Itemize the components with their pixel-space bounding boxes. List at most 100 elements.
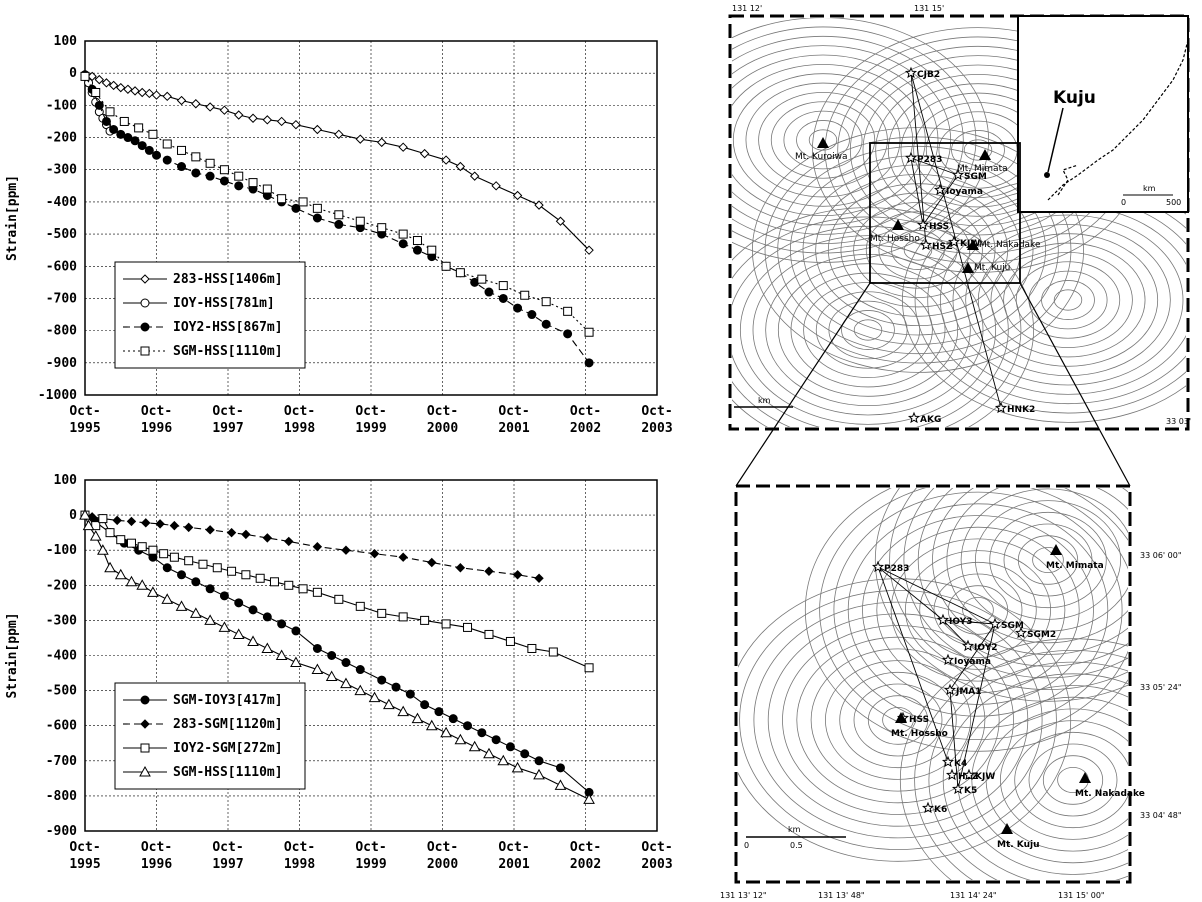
- y-tick-label: -1000: [38, 388, 77, 403]
- station-marker: [951, 168, 965, 181]
- contour-line: [732, 216, 1022, 427]
- x-tick-label-year: 2002: [570, 857, 601, 872]
- y-tick-label: -500: [46, 684, 77, 699]
- data-point: [97, 544, 109, 555]
- inset-pointer: [1047, 107, 1064, 173]
- data-point: [505, 742, 515, 752]
- baseline: [949, 689, 959, 790]
- station-marker: [907, 411, 921, 424]
- data-point: [241, 570, 251, 580]
- data-point: [548, 647, 558, 657]
- legend-marker: [140, 743, 150, 753]
- y-tick-label: -100: [46, 98, 77, 113]
- contour-line: [783, 110, 863, 170]
- japan-coastline: [1047, 39, 1189, 201]
- data-point: [425, 719, 438, 731]
- contour-line: [808, 129, 838, 151]
- x-tick-label-month: Oct-: [498, 840, 529, 855]
- x-tick-label-year: 1997: [212, 857, 243, 872]
- station-marker: [945, 768, 959, 781]
- kuju-map-figure: Kuju 0 500 km 131 12' 131 15' 33 03' km …: [720, 4, 1191, 900]
- y-tick-label: -200: [46, 131, 77, 146]
- data-point: [484, 629, 494, 639]
- data-point: [334, 594, 344, 604]
- x-tick-label-year: 2003: [641, 857, 672, 872]
- station-label: IOY2: [974, 643, 997, 653]
- contour-line: [777, 145, 1059, 355]
- contour-line: [764, 136, 1072, 364]
- station-label: JMA1: [955, 687, 982, 697]
- peak-label: Mt. Nakadake: [979, 240, 1041, 250]
- data-point: [555, 216, 566, 226]
- station-marker: [919, 238, 933, 251]
- contour-line: [840, 192, 996, 308]
- data-point: [534, 573, 544, 583]
- y-tick-label: 100: [54, 34, 78, 49]
- legend-label: SGM-IOY3[417m]: [173, 693, 283, 708]
- peak-marker: [1079, 772, 1091, 783]
- inset-kuju-label: Kuju: [1053, 88, 1096, 108]
- contour-line: [951, 130, 1005, 170]
- detail-coord-right-1: 33 06' 00": [1140, 551, 1182, 560]
- y-axis-title: Strain[ppm]: [5, 612, 20, 698]
- data-point: [511, 761, 524, 773]
- data-point: [398, 142, 408, 152]
- data-point: [101, 116, 111, 126]
- legend-marker: [140, 695, 150, 705]
- x-tick-label-month: Oct-: [498, 404, 529, 419]
- x-tick-label-year: 2002: [570, 421, 601, 436]
- contour-line: [752, 244, 984, 416]
- x-tick-label-year: 2000: [427, 857, 458, 872]
- data-point: [116, 129, 126, 139]
- peak-label: Mt. Nakadake: [1075, 789, 1145, 799]
- legend: 283-HSS[1406m] IOY-HSS[781m] IOY2-HSS[867m…: [114, 261, 306, 369]
- peak-label: Mt. Mimata: [1046, 561, 1104, 571]
- data-point: [232, 628, 245, 639]
- data-point: [427, 557, 437, 568]
- data-point: [79, 509, 91, 520]
- peak-marker: [1050, 544, 1062, 555]
- data-point: [463, 622, 473, 632]
- contour-line: [853, 683, 943, 757]
- station-label: CJB2: [917, 70, 940, 80]
- data-point: [398, 552, 408, 562]
- data-point: [340, 677, 352, 689]
- contour-line: [917, 488, 1128, 667]
- contour-line: [919, 561, 1037, 659]
- data-point: [377, 608, 387, 618]
- contour-line: [853, 319, 883, 341]
- contour-line: [828, 300, 908, 360]
- station-label: HSS: [929, 222, 949, 232]
- legend-marker: [140, 719, 150, 729]
- data-point: [205, 525, 215, 535]
- contour-line: [738, 578, 1072, 862]
- contour-line: [952, 214, 1184, 386]
- data-point: [269, 577, 279, 587]
- data-point: [463, 721, 473, 731]
- data-point: [397, 705, 410, 717]
- data-point: [534, 200, 544, 210]
- data-point: [151, 90, 162, 100]
- data-point: [298, 584, 308, 594]
- data-point: [91, 87, 101, 97]
- data-point: [101, 78, 112, 88]
- legend-label: IOY2-SGM[272m]: [173, 741, 283, 756]
- data-point: [355, 665, 365, 675]
- station-label: Ioyama: [946, 187, 983, 197]
- data-point: [82, 519, 95, 531]
- x-tick-label-year: 1995: [69, 857, 100, 872]
- data-point: [219, 176, 229, 186]
- data-point: [161, 593, 174, 604]
- data-point: [291, 119, 301, 130]
- y-tick-label: -700: [46, 291, 77, 306]
- data-point: [204, 614, 216, 625]
- contour-line: [758, 92, 888, 188]
- contour-line: [974, 500, 1121, 620]
- x-tick-label-month: Oct-: [212, 840, 243, 855]
- data-point: [275, 649, 288, 660]
- data-point: [94, 74, 105, 85]
- x-tick-label-month: Oct-: [69, 404, 100, 419]
- data-point: [152, 150, 161, 160]
- data-point: [248, 113, 258, 123]
- station-marker: [951, 782, 965, 795]
